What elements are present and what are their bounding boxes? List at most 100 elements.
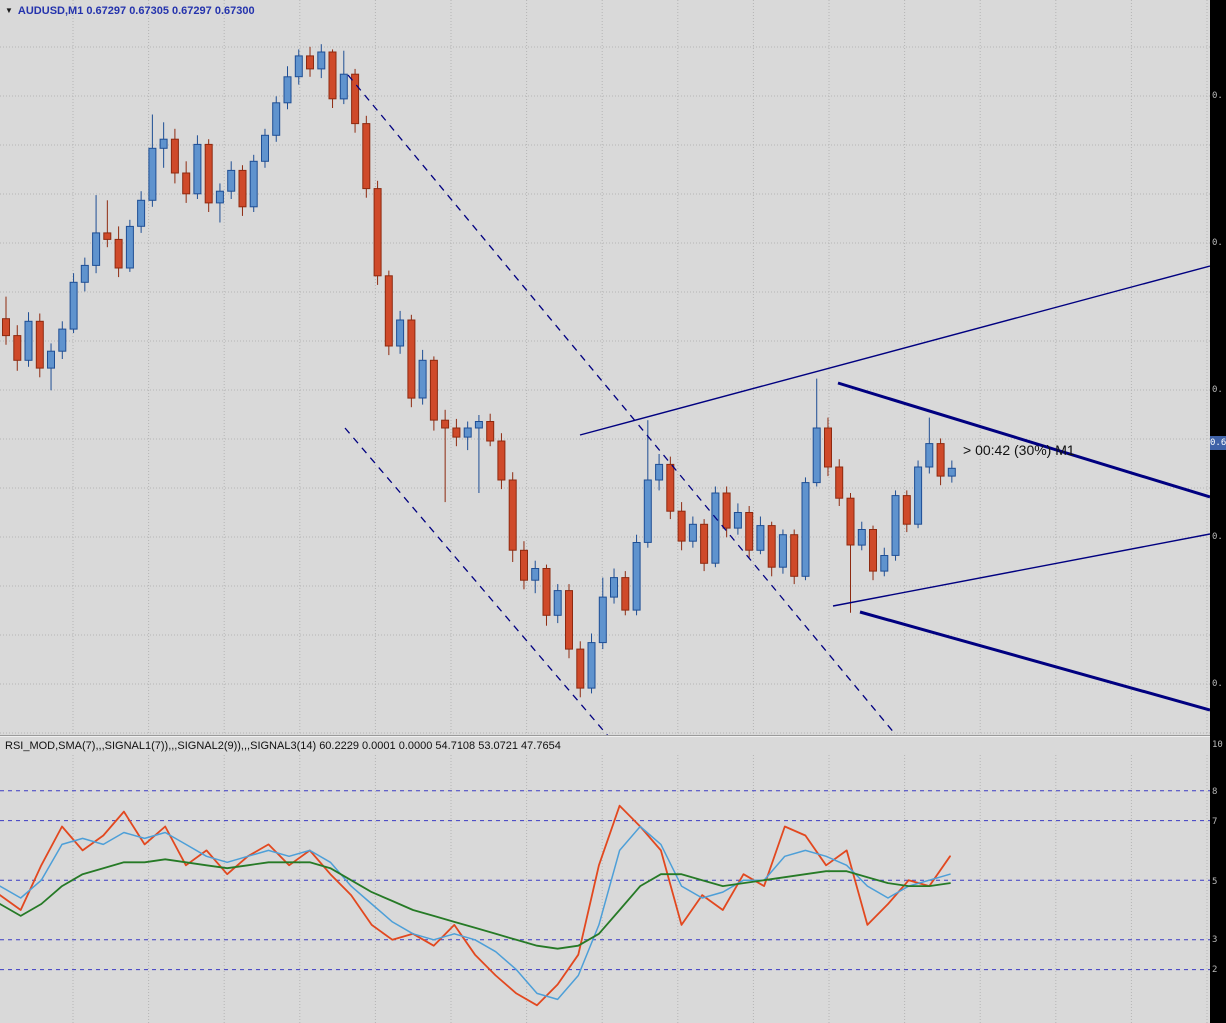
candle [159,138,168,149]
candle [497,440,506,481]
candle [621,577,630,611]
candle [170,138,179,174]
candle [362,123,371,190]
candle [947,467,956,477]
trendline[interactable] [859,610,1210,712]
candle [306,55,314,70]
candle [835,466,844,499]
candle [756,525,765,551]
candle [790,534,799,577]
candle [103,232,112,240]
candle [373,188,382,277]
price-axis[interactable]: 0. 0. 0. 0. 0. 10 8 7 5 3 2 0.6 [1210,0,1226,1023]
candle [733,512,742,529]
candle [148,147,157,201]
symbol-ohlc-label: AUDUSD,M1 0.67297 0.67305 0.67297 0.6730… [17,5,255,17]
candle [238,169,247,208]
candle [182,172,191,195]
candle [47,350,55,369]
candle [2,318,10,337]
candle [283,76,292,104]
price-chart-area[interactable]: > 00:42 (30%) M1 ▼ AUDUSD,M1 0.67297 0.6… [0,0,1210,735]
candle [610,577,618,598]
candle [125,225,134,269]
candle [598,596,607,644]
candle [429,359,438,421]
candle [272,102,281,136]
rsi-panel[interactable] [0,755,1210,1023]
candle [711,492,720,564]
candle [824,427,832,468]
candle [936,443,945,477]
axis-label: 3 [1212,935,1218,945]
subwindow-separator[interactable] [0,735,1210,737]
candlestick-chart-canvas[interactable]: > 00:42 (30%) M1 [0,0,1210,735]
candle [418,359,427,399]
candle [24,320,33,361]
candle [801,482,810,577]
candle [35,320,44,369]
candle [80,264,89,283]
dashed-trendline[interactable] [347,74,910,735]
candle [531,568,540,581]
candle [576,648,585,689]
candle [441,419,450,429]
countdown-annotation: > 00:42 (30%) M1 [963,442,1075,458]
trendline[interactable] [832,533,1210,607]
candle [891,495,900,556]
candle [317,51,326,70]
candle [69,281,78,330]
candle [227,169,236,192]
candle [508,479,517,551]
candle [351,73,360,125]
candle [328,51,337,100]
candle [925,443,934,468]
candle [700,523,709,564]
candle [688,523,697,542]
candle [249,160,258,208]
candle [92,232,101,266]
candle [261,134,269,162]
candle [542,568,551,616]
candle [553,590,562,616]
candle [812,427,821,484]
candle [384,275,393,347]
candle [486,421,495,442]
candle [58,328,67,352]
candle [745,512,754,551]
candle [204,143,213,204]
candle [655,463,664,481]
candle [114,238,123,269]
symbol-dropdown-icon[interactable]: ▼ [5,6,13,15]
rsi-line-sma [0,858,951,950]
candle [846,497,855,546]
candle [778,534,787,568]
candle [565,590,573,650]
axis-label: 0. [1212,679,1223,689]
candle [677,510,686,542]
rsi-line-signal [0,825,951,1001]
candle [474,421,483,429]
axis-label: 0. [1212,238,1223,248]
axis-label: 0. [1212,385,1223,395]
candle [407,319,416,399]
candle [902,495,911,525]
axis-label: 5 [1212,877,1218,887]
rsi-indicator-canvas[interactable] [0,755,1210,1023]
candle [339,73,348,100]
indicator-label: RSI_MOD,SMA(7),,,SIGNAL1(7)),,,SIGNAL2(9… [5,740,561,752]
candle [880,555,889,572]
axis-label: 8 [1212,787,1218,797]
candle [294,55,303,78]
candle [643,479,652,543]
axis-label: 0. [1212,532,1223,542]
candle [463,427,472,438]
current-price-tag: 0.6 [1210,436,1226,450]
candle [215,190,224,204]
candle [767,525,776,568]
candle [193,143,202,195]
trendline[interactable] [579,265,1210,436]
trendline[interactable] [837,381,1210,499]
dashed-trendline[interactable] [344,427,620,735]
